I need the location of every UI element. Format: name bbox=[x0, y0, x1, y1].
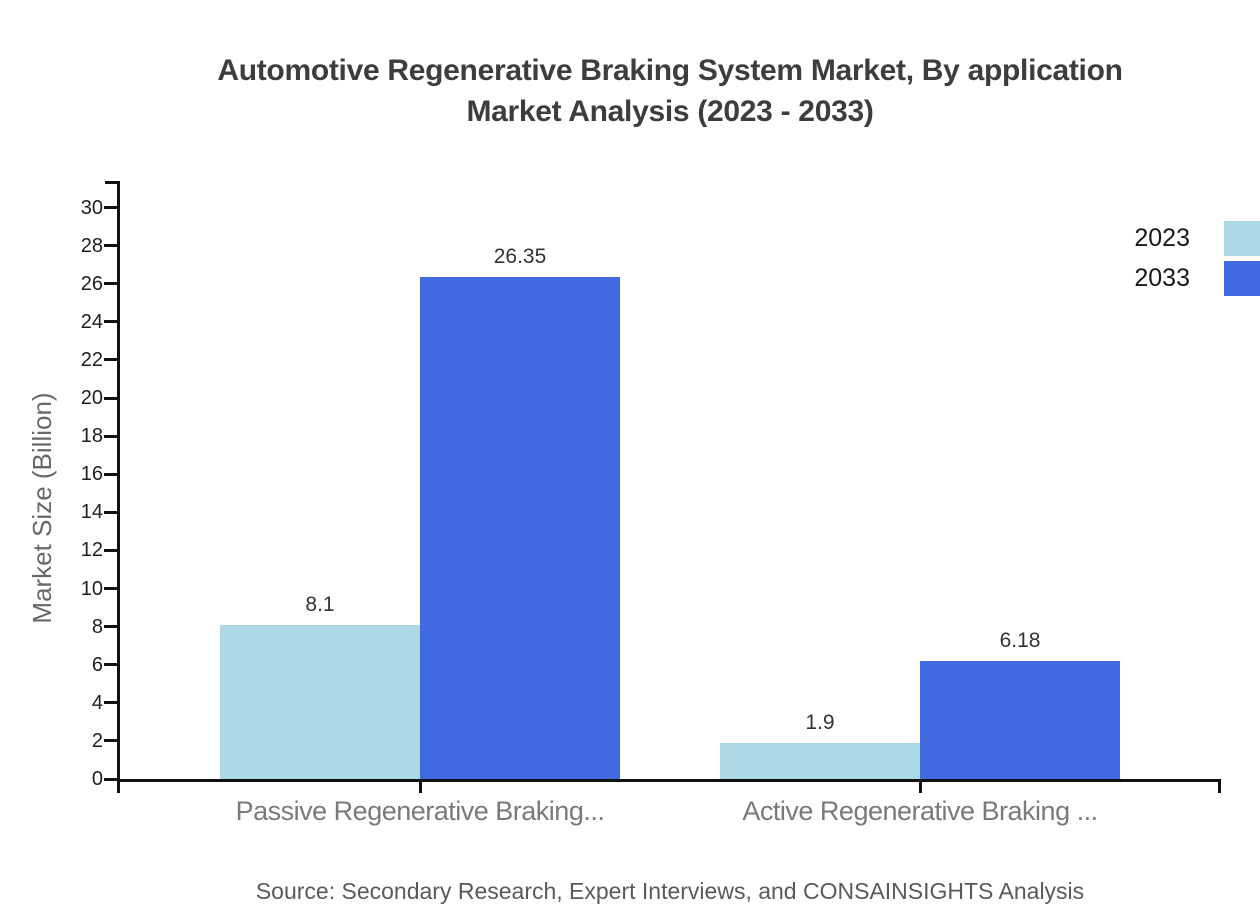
x-axis-end-cap bbox=[1218, 779, 1221, 793]
bar-value-2033-category-0: 26.35 bbox=[493, 245, 547, 269]
y-tick-label-26: 26 bbox=[80, 272, 103, 295]
y-tick-label-2: 2 bbox=[91, 729, 103, 752]
y-tick-14 bbox=[104, 510, 117, 514]
bar-2033-category-1 bbox=[920, 661, 1120, 779]
bar-2033-category-0 bbox=[420, 277, 620, 779]
x-tick-0 bbox=[418, 779, 422, 793]
bar-value-2033-category-1: 6.18 bbox=[999, 629, 1041, 653]
bar-2023-category-1 bbox=[720, 742, 920, 779]
y-tick-label-16: 16 bbox=[80, 463, 103, 486]
y-tick-20 bbox=[104, 396, 117, 400]
y-tick-label-0: 0 bbox=[91, 768, 103, 790]
bar-2023-category-0 bbox=[220, 624, 420, 779]
y-tick-label-22: 22 bbox=[80, 348, 103, 371]
y-tick-label-6: 6 bbox=[91, 653, 103, 676]
y-tick-26 bbox=[104, 282, 117, 286]
legend-label-2023: 2023 bbox=[1134, 224, 1190, 252]
y-tick-2 bbox=[104, 739, 117, 743]
y-tick-label-14: 14 bbox=[80, 501, 103, 524]
y-tick-label-28: 28 bbox=[80, 234, 103, 257]
y-tick-label-20: 20 bbox=[80, 387, 103, 409]
y-tick-4 bbox=[104, 701, 117, 705]
y-tick-label-10: 10 bbox=[80, 577, 103, 600]
y-tick-28 bbox=[104, 244, 117, 248]
chart-title-line1: Automotive Regenerative Braking System M… bbox=[217, 54, 1123, 87]
y-axis-line bbox=[117, 181, 120, 793]
x-category-label-0: Passive Regenerative Braking... bbox=[235, 796, 605, 826]
y-tick-30 bbox=[104, 206, 117, 209]
legend-swatch-2023 bbox=[1224, 221, 1260, 256]
chart-title-line2: Market Analysis (2023 - 2033) bbox=[466, 95, 874, 128]
y-tick-18 bbox=[104, 434, 117, 438]
y-tick-label-30: 30 bbox=[80, 196, 103, 219]
bar-value-2023-category-1: 1.9 bbox=[805, 710, 835, 734]
y-tick-label-12: 12 bbox=[80, 539, 103, 562]
y-axis-end-cap bbox=[105, 181, 120, 184]
y-tick-16 bbox=[104, 472, 117, 476]
legend-swatch-2033 bbox=[1224, 261, 1260, 296]
legend-label-2033: 2033 bbox=[1134, 264, 1190, 292]
y-tick-6 bbox=[104, 663, 117, 667]
chart-title: Automotive Regenerative Braking System M… bbox=[80, 50, 1260, 132]
y-tick-label-18: 18 bbox=[80, 425, 103, 448]
x-category-label-1: Active Regenerative Braking ... bbox=[742, 796, 1098, 826]
y-tick-24 bbox=[104, 320, 117, 324]
bar-value-2023-category-0: 8.1 bbox=[305, 592, 335, 616]
y-tick-10 bbox=[104, 587, 117, 590]
source-note: Source: Secondary Research, Expert Inter… bbox=[255, 878, 1085, 904]
y-tick-0 bbox=[104, 777, 117, 781]
x-tick-1 bbox=[918, 779, 922, 793]
y-tick-label-4: 4 bbox=[91, 691, 103, 714]
y-tick-label-24: 24 bbox=[80, 310, 103, 333]
y-tick-22 bbox=[104, 358, 117, 362]
y-tick-12 bbox=[104, 548, 117, 552]
y-tick-label-8: 8 bbox=[91, 615, 103, 638]
x-axis-line bbox=[117, 779, 1221, 782]
y-tick-8 bbox=[104, 625, 117, 629]
